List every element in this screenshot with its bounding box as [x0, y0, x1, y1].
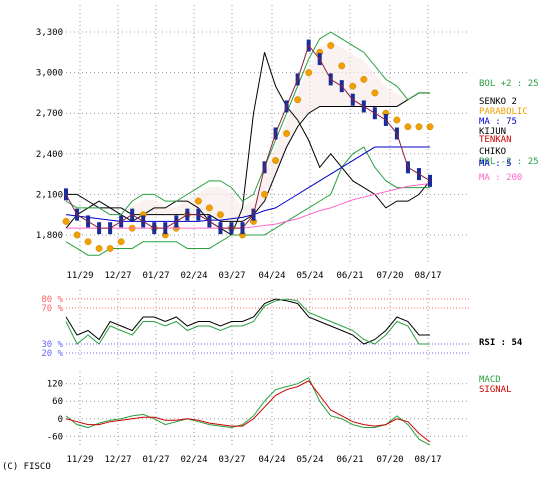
parabolic-point: [261, 190, 268, 198]
x-tick-label: 03/27: [218, 271, 245, 281]
series-line-ma-200: [66, 183, 431, 229]
ichimoku-cloud: [66, 40, 430, 222]
y-tick-label: 3,300: [36, 28, 63, 38]
parabolic-point: [62, 217, 70, 225]
parabolic-point: [349, 82, 357, 90]
macd-tick-label: 0: [58, 415, 63, 425]
macd-tick-label: -60: [47, 432, 63, 442]
series-line-rsi: [65, 298, 430, 345]
x-tick-label: 05/24: [296, 271, 323, 281]
legend-item: SENKO 2: [479, 97, 517, 107]
parabolic-point: [404, 123, 412, 131]
series-group: [62, 31, 434, 446]
x-tick-label-bottom: 06/21: [336, 455, 363, 465]
series-line-bol-2-25: [65, 146, 430, 256]
series-line-signal: [65, 380, 431, 443]
x-tick-label: 07/20: [376, 271, 403, 281]
parabolic-point: [84, 238, 92, 246]
legend-item: MA : 5: [479, 159, 512, 169]
series-line-rsi: [65, 298, 430, 345]
x-tick-label-bottom: 04/24: [258, 455, 285, 465]
x-tick-label: 01/27: [142, 271, 169, 281]
rsi-tick-label: 20 %: [41, 349, 63, 359]
parabolic-point: [338, 62, 346, 70]
x-tick-label: 08/17: [414, 271, 441, 281]
parabolic-point: [426, 123, 434, 131]
y-tick-label: 3,000: [36, 69, 63, 79]
series-line-ma-75: [65, 146, 430, 222]
parabolic-point: [73, 231, 81, 239]
parabolic-point: [327, 42, 335, 50]
legend-item: BOL -2 : 25: [479, 157, 539, 167]
rsi-legend: RSI : 54: [479, 338, 523, 348]
x-tick-label: 06/21: [336, 271, 363, 281]
legend-item: BOL +2 : 25: [479, 79, 539, 89]
parabolic-point: [216, 211, 224, 219]
legend-item: PARABOLIC: [479, 107, 528, 117]
cloud-area: [66, 40, 430, 222]
parabolic-point: [205, 204, 213, 212]
x-tick-label-bottom: 01/27: [142, 455, 169, 465]
x-tick-label: 04/24: [258, 271, 285, 281]
macd-legend: SIGNAL: [479, 385, 512, 395]
legend-item: MA : 200: [479, 173, 522, 183]
series-line-bol-2-25: [65, 31, 430, 216]
x-tick-label-bottom: 08/17: [414, 455, 441, 465]
macd-tick-label: 60: [52, 397, 63, 407]
axes: 1,800 2,100 2,400 2,700 3,000 3,300 11/29 12/27…: [36, 28, 442, 465]
parabolic-point: [371, 89, 379, 97]
macd-legend: MACD: [479, 375, 501, 385]
x-tick-label-bottom: 05/24: [296, 455, 323, 465]
y-tick-label: 2,100: [36, 190, 63, 200]
copyright-label: (C) FISCO: [2, 462, 51, 472]
series-line-price: [65, 44, 431, 229]
y-tick-label: 2,700: [36, 109, 63, 119]
legend-item: KIJUN: [479, 127, 506, 137]
parabolic-point: [305, 69, 313, 77]
x-tick-label-bottom: 07/20: [376, 455, 403, 465]
parabolic-point: [393, 116, 401, 124]
parabolic-point: [415, 123, 423, 131]
x-tick-label: 02/24: [180, 271, 207, 281]
legend-item: MA : 75: [479, 117, 517, 127]
grid-lines: [66, 5, 470, 448]
series-line-senko-2: [66, 92, 430, 222]
x-tick-label-bottom: 03/27: [218, 455, 245, 465]
y-tick-label: 2,400: [36, 150, 63, 160]
parabolic-point: [294, 96, 302, 104]
x-tick-label: 12/27: [104, 271, 131, 281]
legend-item: CHIKO: [479, 147, 506, 157]
parabolic-point: [283, 130, 291, 137]
x-tick-label-bottom: 12/27: [104, 455, 131, 465]
x-tick-label: 11/29: [66, 271, 93, 281]
series-line-macd: [65, 377, 431, 446]
parabolic-point: [194, 197, 202, 205]
y-tick-label: 1,800: [36, 231, 63, 241]
parabolic-point: [117, 238, 125, 246]
x-tick-label-bottom: 11/29: [66, 455, 93, 465]
rsi-tick-label: 70 %: [41, 304, 63, 314]
macd-tick-label: 120: [47, 380, 63, 390]
parabolic-point: [272, 157, 280, 165]
parabolic-point: [106, 245, 114, 252]
legend-item: TENKAN: [479, 135, 512, 145]
rsi-tick-label: 30 %: [41, 340, 63, 350]
parabolic-point: [360, 75, 368, 83]
parabolic-point: [95, 245, 103, 252]
x-tick-label-bottom: 02/24: [180, 455, 207, 465]
rsi-tick-label: 80 %: [41, 295, 63, 305]
